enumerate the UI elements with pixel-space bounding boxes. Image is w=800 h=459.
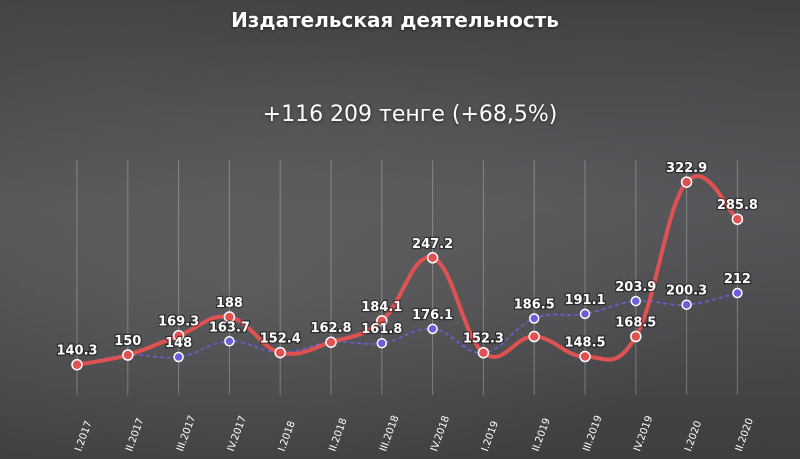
data-point	[71, 358, 83, 371]
chart-title: Издательская деятельность	[231, 8, 559, 32]
x-tick-label: IV.2017	[226, 414, 249, 453]
x-tick-label: III.2018	[378, 414, 401, 453]
data-label: 161.8	[361, 322, 402, 337]
x-tick-label: III.2019	[581, 414, 604, 453]
data-point	[122, 349, 134, 361]
data-label: 168.5	[615, 316, 656, 331]
x-tick-label: III.2017	[175, 414, 198, 453]
data-label: 247.2	[412, 237, 453, 252]
data-point	[224, 336, 235, 347]
x-tick-label: IV.2019	[632, 414, 655, 453]
data-label: 188	[216, 296, 243, 311]
data-label: 148.5	[564, 336, 605, 351]
x-tick-label: IV.2018	[429, 414, 452, 453]
data-label: 322.9	[666, 161, 707, 176]
data-label: 212	[724, 272, 751, 287]
data-point	[427, 323, 438, 335]
x-tick-label: I.2017	[73, 420, 94, 453]
data-point	[376, 337, 388, 349]
data-point	[376, 315, 388, 327]
data-point	[731, 213, 744, 225]
data-point	[528, 313, 540, 324]
data-label: 163.7	[209, 320, 250, 335]
data-label: 140.3	[56, 344, 97, 359]
data-point	[172, 329, 185, 342]
data-point	[223, 311, 236, 323]
data-point	[680, 176, 693, 188]
data-label: 203.9	[615, 280, 656, 295]
data-label: 152.3	[463, 332, 504, 347]
data-label: 162.8	[310, 321, 351, 336]
data-label: 148	[165, 336, 192, 351]
data-point	[630, 330, 642, 343]
x-tick-label: II.2017	[124, 417, 146, 453]
data-point	[325, 336, 337, 348]
data-label: 176.1	[412, 308, 453, 323]
x-tick-label: I.2018	[277, 420, 298, 453]
chart-subtitle: +116 209 тенге (+68,5%)	[262, 102, 558, 127]
data-point	[274, 346, 286, 359]
data-label: 285.8	[717, 198, 758, 213]
data-label: 186.5	[514, 298, 555, 313]
data-point	[579, 308, 591, 320]
series-line-dashed	[76, 292, 738, 366]
data-point	[732, 287, 743, 299]
data-point	[426, 252, 439, 264]
data-label: 184.1	[361, 300, 402, 315]
data-point	[477, 346, 490, 359]
x-tick-label: I.2020	[683, 420, 704, 453]
data-point	[528, 330, 540, 343]
data-label: 169.3	[158, 315, 199, 330]
data-label: 152.4	[260, 332, 301, 347]
data-label: 200.3	[666, 284, 707, 299]
data-point	[630, 295, 642, 307]
data-point	[173, 351, 184, 363]
data-point	[681, 299, 692, 310]
x-tick-label: II.2020	[734, 417, 756, 453]
data-label: 191.1	[564, 293, 605, 308]
data-point	[579, 350, 591, 363]
x-tick-label: I.2019	[480, 420, 501, 453]
data-label: 150	[114, 334, 141, 349]
x-tick-label: II.2019	[531, 417, 553, 453]
x-tick-label: II.2018	[327, 417, 349, 453]
